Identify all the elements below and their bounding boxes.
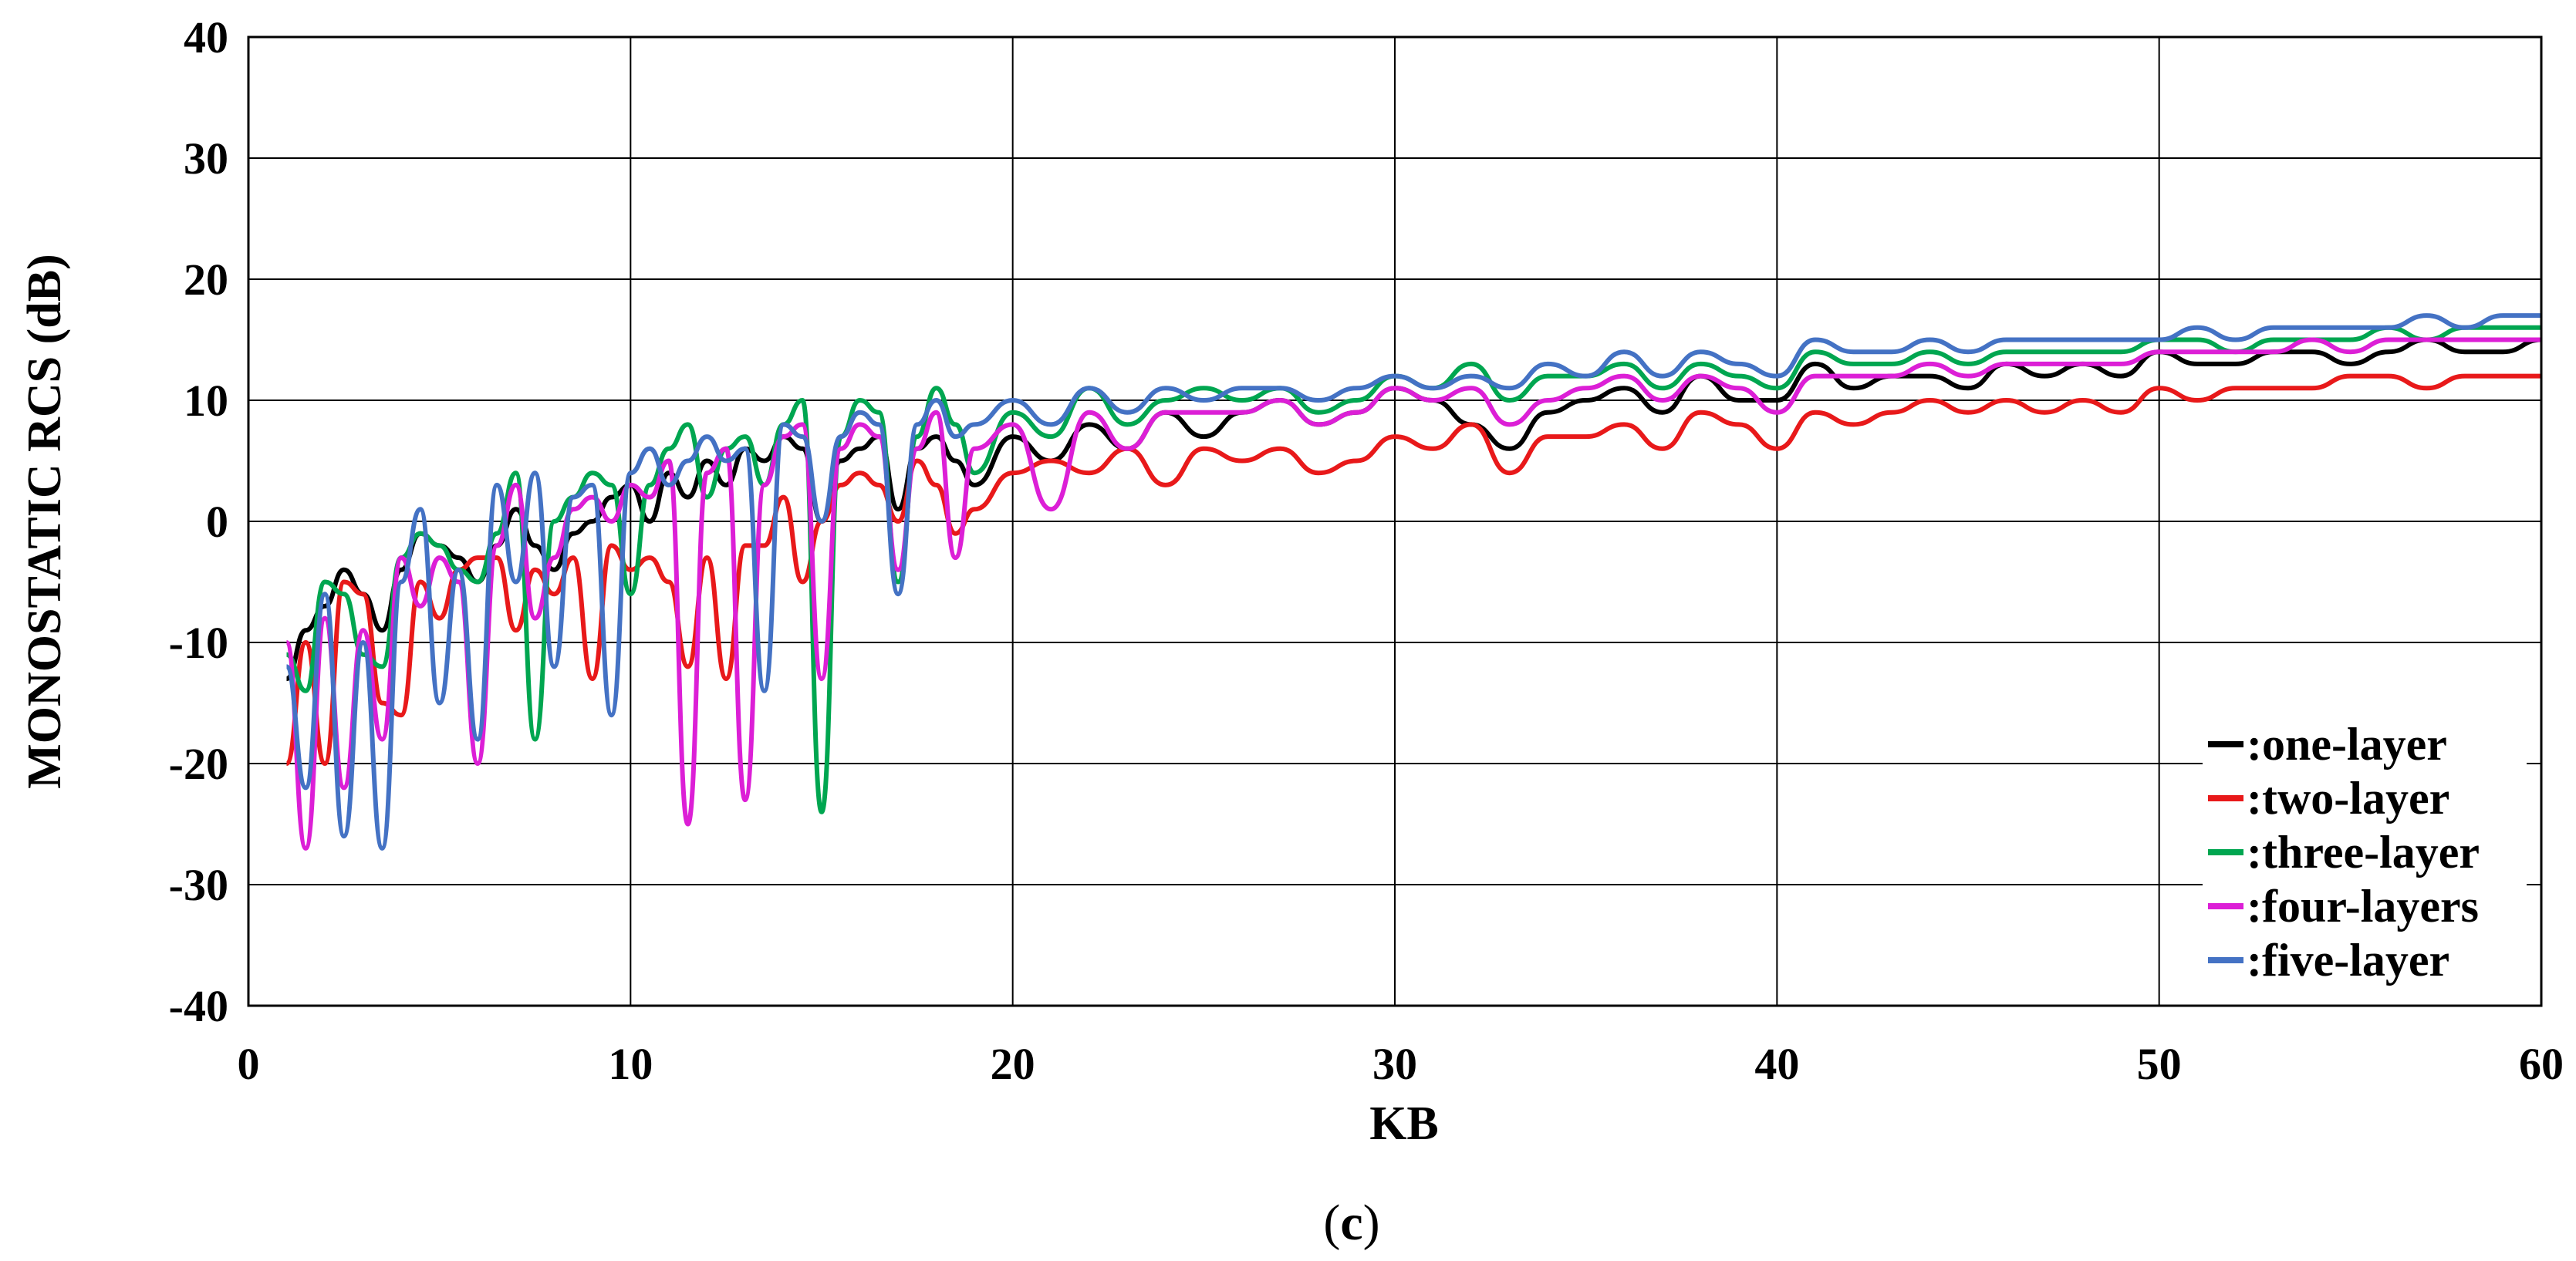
y-tick-label: 40: [184, 12, 228, 62]
x-tick-label: 0: [238, 1039, 260, 1089]
series-lines: [284, 313, 2542, 851]
x-tick-label: 50: [2137, 1039, 2182, 1089]
legend-box: [2203, 710, 2527, 991]
x-tick-labels: 0 10 20 30 40 50 60: [238, 1039, 2564, 1089]
legend-label: :four-layers: [2247, 881, 2479, 932]
y-tick-label: -40: [169, 981, 228, 1031]
y-axis-title: MONOSTATIC RCS (dB): [19, 254, 71, 789]
series-line-5: [284, 313, 2541, 851]
y-tick-label: -20: [169, 739, 228, 789]
x-tick-label: 60: [2519, 1039, 2564, 1089]
caption-close: ): [1363, 1195, 1380, 1251]
legend: :one-layer:two-layer:three-layer:four-la…: [2203, 710, 2527, 991]
legend-label: :three-layer: [2247, 827, 2480, 878]
y-tick-label: -30: [169, 860, 228, 910]
x-tick-label: 10: [608, 1039, 653, 1089]
y-tick-label: -10: [169, 618, 228, 668]
plot-frame: [247, 35, 2543, 1007]
y-tick-label: 0: [206, 497, 228, 547]
legend-label: :five-layer: [2247, 935, 2449, 986]
y-tick-label: 10: [184, 376, 228, 426]
x-tick-label: 40: [1754, 1039, 1799, 1089]
legend-label: :one-layer: [2247, 719, 2447, 770]
x-tick-label: 30: [1372, 1039, 1417, 1089]
caption-letter: c: [1340, 1195, 1362, 1251]
series-line-2: [284, 373, 2541, 766]
series-line-3: [285, 325, 2541, 814]
y-tick-labels: -40 -30 -20 -10 0 10 20 30 40: [169, 12, 228, 1031]
legend-label: :two-layer: [2247, 773, 2449, 824]
y-tick-label: 30: [184, 133, 228, 184]
caption-open: (: [1323, 1195, 1340, 1251]
x-tick-label: 20: [991, 1039, 1035, 1089]
x-axis-title: KB: [1369, 1097, 1439, 1150]
y-tick-label: 20: [184, 255, 228, 305]
figure-caption: (c): [1323, 1195, 1379, 1251]
